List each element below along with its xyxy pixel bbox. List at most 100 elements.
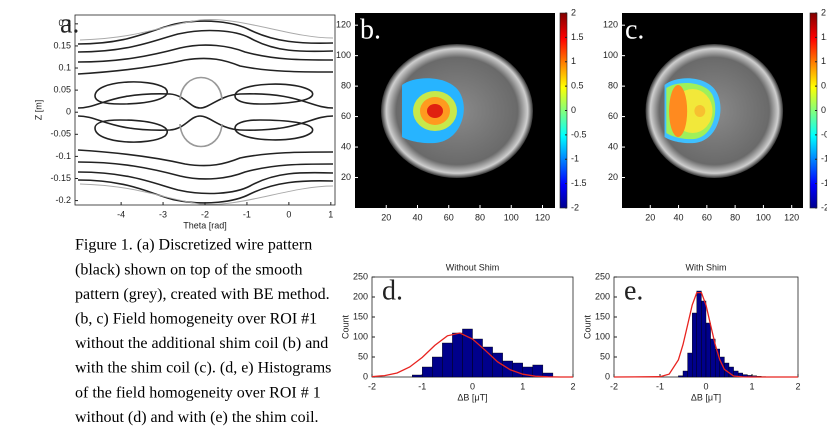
wire-pattern [77, 18, 334, 205]
y-tick-label: 50 [600, 351, 610, 361]
y-axis-label: Count [340, 315, 350, 340]
y-tick-label: 0.2 [58, 18, 71, 28]
histogram-bar [682, 370, 688, 378]
histogram-bar [422, 366, 433, 378]
colorbar-tick-label: 0.5 [571, 81, 584, 91]
chart-title: With Shim [685, 262, 726, 272]
y-tick-label: 20 [608, 172, 618, 182]
x-tick-label: 100 [504, 212, 519, 222]
colorbar-tick-label: 1 [571, 56, 576, 66]
caption-line: of the field homogeneity over ROI # 1 [75, 384, 321, 401]
panel-label: a. [60, 8, 79, 39]
x-tick-label: 60 [444, 212, 454, 222]
histogram-bar [701, 300, 707, 378]
panel-label: c. [625, 14, 644, 45]
y-axis-label: Count [582, 315, 592, 340]
y-axis-label: Z [m] [33, 100, 43, 121]
x-tick-label: -2 [201, 209, 209, 219]
y-tick-label: 40 [608, 141, 618, 151]
y-tick-label: 120 [336, 20, 351, 30]
histogram-bar [512, 362, 523, 378]
y-tick-label: 80 [608, 81, 618, 91]
colorbar-tick-label: -0.5 [821, 129, 827, 139]
histogram-bar [692, 312, 698, 378]
x-tick-label: -3 [159, 209, 167, 219]
x-axis-label: Theta [rad] [183, 220, 227, 230]
y-tick-label: 50 [358, 351, 368, 361]
colorbar-tick-label: -1 [571, 154, 579, 164]
axes-frame [74, 14, 336, 206]
y-tick-label: 120 [603, 20, 618, 30]
colorbar-tick-label: -1.5 [821, 178, 827, 188]
x-tick-label: 120 [535, 212, 550, 222]
y-tick-label: 200 [595, 291, 610, 301]
y-tick-label: 0 [605, 371, 610, 381]
caption: Figure 1. (a) Discretized wire pattern (b… [75, 237, 331, 426]
caption-line: Figure 1. (a) Discretized wire pattern [75, 237, 312, 254]
x-tick-label: 2 [570, 381, 575, 391]
x-tick-label: 0 [286, 209, 291, 219]
colorbar-tick-label: 2 [821, 7, 826, 17]
colorbar-tick-label: 1.5 [821, 32, 827, 42]
histogram-bar [532, 364, 544, 378]
y-tick-label: -0.05 [50, 129, 71, 139]
histogram-bar [412, 374, 423, 378]
panel-label: d. [382, 275, 403, 306]
x-axis-label: ΔB [μT] [691, 392, 721, 402]
histogram-bar [710, 338, 716, 378]
x-tick-label: -2 [610, 381, 618, 391]
x-tick-label: 20 [381, 212, 391, 222]
x-tick-label: 100 [756, 212, 771, 222]
histogram-bar [678, 375, 684, 378]
x-tick-label: 40 [674, 212, 684, 222]
caption-line: (b, c) Field homogeneity over ROI #1 [75, 310, 317, 327]
y-tick-label: 0 [66, 107, 71, 117]
x-tick-label: 40 [412, 212, 422, 222]
y-tick-label: 200 [353, 291, 368, 301]
histogram-bar [696, 290, 702, 378]
histogram-bar [502, 360, 513, 378]
x-tick-label: 0 [470, 381, 475, 391]
caption-line: with the shim coil (c). (d, e) Histogram… [75, 360, 331, 377]
histogram-bar [687, 352, 693, 378]
x-tick-label: 120 [784, 212, 799, 222]
histogram-bar [442, 342, 453, 378]
x-tick-label: 60 [702, 212, 712, 222]
colorbar-tick-label: 2 [571, 7, 576, 17]
x-tick-label: 1 [328, 209, 333, 219]
panel-label: e. [624, 275, 643, 306]
panel-label: b. [360, 14, 381, 45]
y-tick-label: 80 [341, 81, 351, 91]
caption-line: (black) shown on top of the smooth [75, 261, 303, 278]
y-tick-label: -0.15 [50, 173, 71, 183]
colorbar-tick-label: 1.5 [571, 32, 584, 42]
y-tick-label: 60 [341, 111, 351, 121]
x-tick-label: -1 [418, 381, 426, 391]
colorbar-tick-label: 0.5 [821, 81, 827, 91]
x-axis-label: ΔB [μT] [457, 392, 487, 402]
histogram-bar [452, 332, 463, 378]
y-tick-label: 250 [595, 271, 610, 281]
colorbar-tick-label: -2 [821, 202, 827, 212]
x-tick-label: 20 [645, 212, 655, 222]
y-tick-label: -0.1 [55, 151, 71, 161]
fit-curve [613, 291, 798, 378]
x-tick-label: 1 [520, 381, 525, 391]
y-tick-label: 250 [353, 271, 368, 281]
x-tick-label: -1 [656, 381, 664, 391]
y-tick-label: 40 [341, 141, 351, 151]
y-tick-label: 100 [353, 331, 368, 341]
histogram-bar [482, 346, 493, 378]
chart-title: Without Shim [446, 262, 500, 272]
x-tick-label: 80 [475, 212, 485, 222]
x-tick-label: 80 [730, 212, 740, 222]
colorbar-tick-label: -0.5 [571, 129, 587, 139]
y-tick-label: 150 [353, 311, 368, 321]
y-tick-label: 0.05 [53, 84, 71, 94]
y-tick-label: 0 [363, 371, 368, 381]
y-tick-label: 60 [608, 111, 618, 121]
colorbar-tick-label: -1.5 [571, 178, 587, 188]
colorbar-tick-label: 0 [821, 105, 826, 115]
caption-line: without the additional shim coil (b) and [75, 335, 328, 352]
x-tick-label: -1 [243, 209, 251, 219]
